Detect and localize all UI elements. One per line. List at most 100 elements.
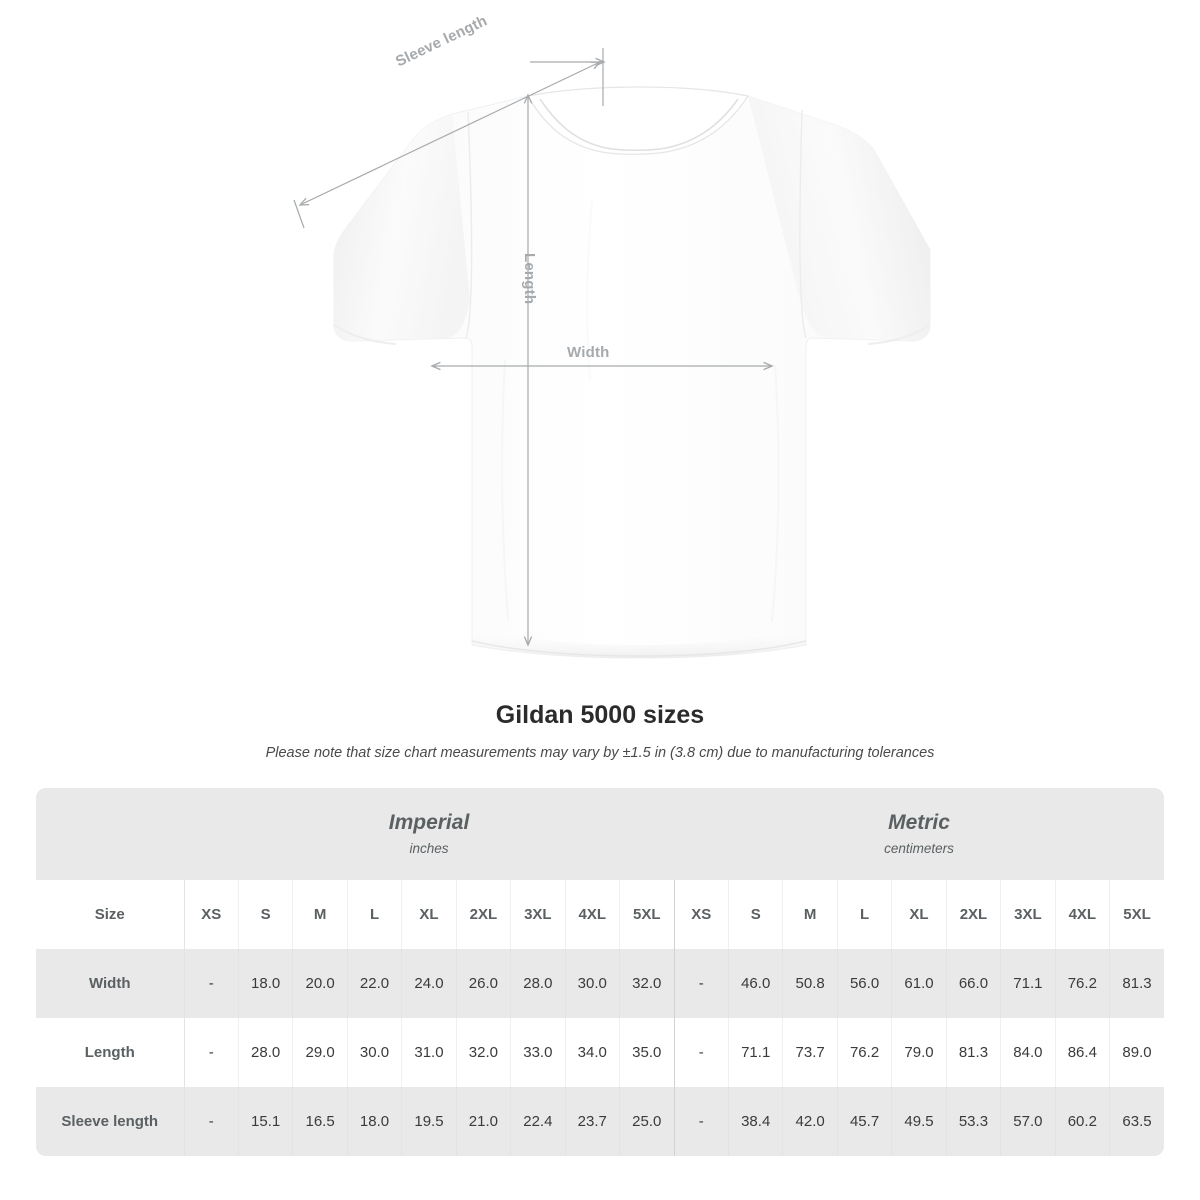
measurement-cell: 22.0 — [347, 949, 403, 1018]
measurement-cell: 33.0 — [510, 1018, 566, 1087]
measurement-cell: 18.0 — [238, 949, 294, 1018]
tshirt-hem-line — [471, 640, 807, 657]
measurement-cell: 57.0 — [1000, 1087, 1056, 1156]
measurement-cell: 26.0 — [456, 949, 512, 1018]
measurement-cell: 22.4 — [510, 1087, 566, 1156]
measurement-cell: 56.0 — [837, 949, 893, 1018]
tolerance-note: Please note that size chart measurements… — [265, 745, 935, 761]
measurement-cell: - — [184, 1087, 239, 1156]
tshirt-bottom-hem — [472, 628, 806, 658]
table-row: Sleeve length -15.1 16.5 18.0 19.5 21.0 22.4 23… — [36, 1087, 1165, 1156]
tshirt-diagram: Sleeve length Length Width — [293, 12, 931, 659]
size-header-cell: 5XL — [619, 880, 675, 949]
tshirt-sleeve-left — [334, 114, 470, 341]
unit-header-imperial: Imperial inches — [184, 788, 675, 880]
measurement-cell: - — [184, 949, 239, 1018]
size-chart-table: Imperial inches Metric centimeters Size XS S M L… — [36, 788, 1165, 1156]
measurement-cell: 60.2 — [1055, 1087, 1111, 1156]
fabric-fold-2 — [771, 364, 780, 623]
size-header-cell: S — [238, 880, 294, 949]
fabric-fold-1 — [501, 359, 509, 621]
measurement-cell: 50.8 — [782, 949, 838, 1018]
measurement-cell: 42.0 — [782, 1087, 838, 1156]
measurement-cell: 38.4 — [728, 1087, 784, 1156]
size-header-cell: XL — [401, 880, 457, 949]
measurement-cell: - — [184, 1018, 239, 1087]
measurement-cell: 30.0 — [347, 1018, 403, 1087]
measurement-cell: 86.4 — [1055, 1018, 1111, 1087]
size-header-cell: 3XL — [1000, 880, 1056, 949]
measurement-cell: 25.0 — [619, 1087, 675, 1156]
table-row: Width -18.0 20.0 22.0 24.0 26.0 28.0 30.0 32.0-4… — [36, 949, 1165, 1018]
length-label: Length — [521, 253, 538, 305]
measurement-cell: 31.0 — [401, 1018, 457, 1087]
size-header-cell: S — [728, 880, 784, 949]
size-column-header: Size — [36, 880, 185, 949]
row-label-width: Width — [36, 949, 185, 1018]
measurement-cell: 81.3 — [946, 1018, 1002, 1087]
row-label-length: Length — [36, 1018, 185, 1087]
measurement-cell: 66.0 — [946, 949, 1002, 1018]
measurement-cell: 76.2 — [1055, 949, 1111, 1018]
tshirt-sleeve-hem-left — [333, 324, 397, 345]
measurement-cell: - — [674, 1018, 729, 1087]
size-header-cell: 4XL — [565, 880, 621, 949]
measurement-cell: 49.5 — [891, 1087, 947, 1156]
measurement-cell: 23.7 — [565, 1087, 621, 1156]
measurement-cell: 81.3 — [1109, 949, 1165, 1018]
measurement-cell: 53.3 — [946, 1087, 1002, 1156]
size-header-cell: L — [837, 880, 893, 949]
measurement-cell: - — [674, 1087, 729, 1156]
measurement-cell: 16.5 — [292, 1087, 348, 1156]
measurement-cell: 19.5 — [401, 1087, 457, 1156]
measurement-cell: 46.0 — [728, 949, 784, 1018]
sleeve-length-arrow — [298, 61, 602, 206]
measurement-cell: 15.1 — [238, 1087, 294, 1156]
size-header-cell: 4XL — [1055, 880, 1111, 949]
measurement-cell: 84.0 — [1000, 1018, 1056, 1087]
measurement-cell: 24.0 — [401, 949, 457, 1018]
measurement-cell: 20.0 — [292, 949, 348, 1018]
measurement-cell: 63.5 — [1109, 1087, 1165, 1156]
measurement-cell: - — [674, 949, 729, 1018]
measurement-cell: 61.0 — [891, 949, 947, 1018]
size-header-cell: 3XL — [510, 880, 566, 949]
tshirt-sleeve-hem-right — [867, 324, 931, 345]
unit-name: Imperial — [388, 810, 470, 834]
title-block: Gildan 5000 sizes Please note that size … — [0, 700, 1200, 762]
size-header-cell: 2XL — [456, 880, 512, 949]
page-title: Gildan 5000 sizes — [495, 701, 705, 729]
measurement-cell: 32.0 — [456, 1018, 512, 1087]
size-header-cell: M — [782, 880, 838, 949]
size-chart-table-container: Imperial inches Metric centimeters Size XS S M L… — [36, 788, 1165, 1156]
width-label: Width — [567, 344, 610, 361]
measurement-cell: 28.0 — [238, 1018, 294, 1087]
measurement-cell: 30.0 — [565, 949, 621, 1018]
unit-header-spacer — [36, 788, 184, 880]
unit-header-row: Imperial inches Metric centimeters — [36, 788, 1165, 880]
measurement-cell: 71.1 — [728, 1018, 784, 1087]
fabric-fold-3 — [586, 199, 593, 381]
size-header-cell: XL — [891, 880, 947, 949]
measurement-cell: 29.0 — [292, 1018, 348, 1087]
table-row: Length -28.0 29.0 30.0 31.0 32.0 33.0 34.0 35.0-… — [36, 1018, 1165, 1087]
size-header-cell: 2XL — [946, 880, 1002, 949]
measurement-cell: 18.0 — [347, 1087, 403, 1156]
tshirt-sleeve-right — [748, 96, 930, 341]
size-header-cell: 5XL — [1109, 880, 1165, 949]
tshirt-seam-right — [799, 109, 807, 339]
size-header-cell: XS — [184, 880, 239, 949]
unit-subtitle: inches — [409, 840, 449, 856]
measurement-lines — [293, 48, 774, 647]
size-header-row: Size XS S M L XL 2XL 3XL 4XL 5XL XS S M L XL 2XL 3XL 4XL 5… — [36, 880, 1165, 949]
measurement-cell: 71.1 — [1000, 949, 1056, 1018]
measurement-cell: 28.0 — [510, 949, 566, 1018]
unit-subtitle: centimeters — [884, 840, 954, 856]
size-header-cell: M — [292, 880, 348, 949]
measurement-cell: 21.0 — [456, 1087, 512, 1156]
measurement-cell: 34.0 — [565, 1018, 621, 1087]
unit-name: Metric — [888, 810, 950, 834]
measurement-cell: 45.7 — [837, 1087, 893, 1156]
size-header-cell: L — [347, 880, 403, 949]
unit-header-metric: Metric centimeters — [674, 788, 1165, 880]
